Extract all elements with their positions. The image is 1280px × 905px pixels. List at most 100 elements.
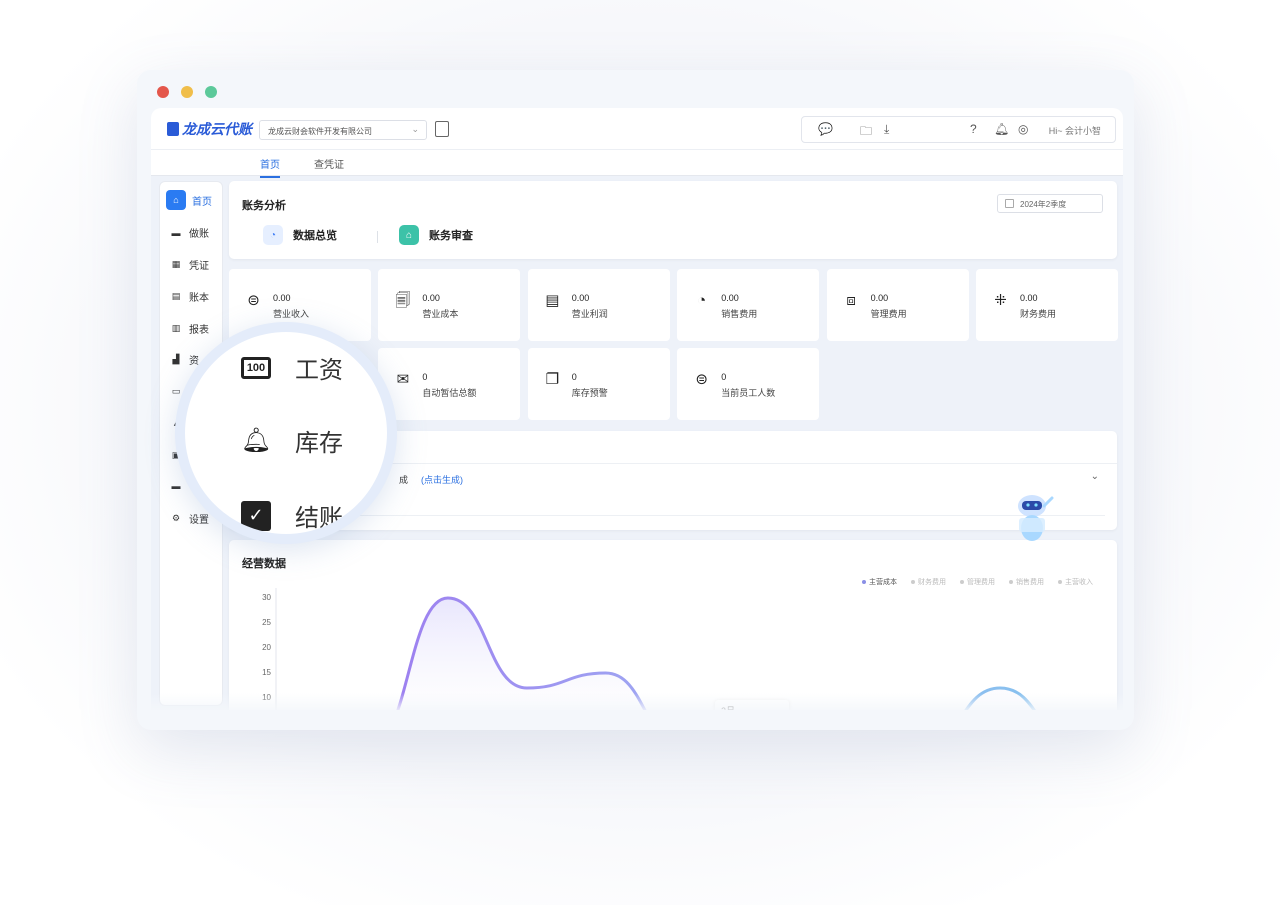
company-select[interactable]: 龙成云财会软件开发有限公司 ⌄ <box>259 120 427 140</box>
download-icon[interactable]: ⤓ <box>884 122 890 136</box>
blocks-icon: ⧈ <box>846 292 856 309</box>
gear-icon: ⚙ <box>171 513 181 523</box>
metric-value: 0 <box>571 372 577 382</box>
legend-label: 管理费用 <box>967 579 995 586</box>
sidebar-item-label: 资 <box>189 356 199 367</box>
toolbar-group: 💬 🗀 ⤓ ? 🔔︎ ◎ Hi~ 会计小智 <box>801 116 1116 143</box>
segment-label: 数据总览 <box>293 230 337 242</box>
company-select-value: 龙成云财会软件开发有限公司 <box>268 127 372 136</box>
metric-label: 当前员工人数 <box>721 388 776 398</box>
sidebar-item-home[interactable]: ⌂ 首页 <box>166 190 212 210</box>
grid-icon: ▦ <box>171 259 181 269</box>
sidebar-item-reports[interactable]: ▥ 报表 <box>169 321 209 336</box>
metric-card[interactable]: ⧈ 0.00 管理费用 <box>826 269 969 341</box>
tab-home[interactable]: 首页 <box>260 156 280 178</box>
series-line-main-cost <box>396 596 1037 710</box>
sidebar-item-archive[interactable]: ▬ <box>169 479 183 493</box>
metric-card[interactable]: ◔ 0.00 销售费用 <box>677 269 820 341</box>
legend-item[interactable]: 财务费用 <box>911 577 946 587</box>
sidebar-item-label: 凭证 <box>189 261 209 272</box>
sidebar-item-closing[interactable]: ▣ <box>169 448 183 462</box>
sidebar-item-assets[interactable]: ▟ 资 <box>169 352 199 367</box>
sidebar-item-label: 设置 <box>189 515 209 526</box>
metric-card[interactable]: ⁜ 0.00 财务费用 <box>976 269 1118 341</box>
help-icon[interactable]: ? <box>970 122 977 136</box>
segment-review[interactable]: ⌂ 账务审查 <box>399 225 473 245</box>
legend-bullet <box>960 580 964 584</box>
assistant-robot-icon[interactable] <box>1010 492 1054 546</box>
line-chart <box>275 588 1037 710</box>
legend-label: 财务费用 <box>918 579 946 586</box>
sheet-icon: ▤ <box>545 292 560 309</box>
date-range-value: 2024年2季度 <box>1020 200 1067 209</box>
tab-bar: 首页 查凭证 <box>151 150 1123 178</box>
legend-bullet <box>1058 580 1062 584</box>
legend-item[interactable]: 销售费用 <box>1009 577 1044 587</box>
chevron-down-icon[interactable]: ⌄ <box>1090 471 1099 482</box>
metric-label: 财务费用 <box>1020 309 1057 319</box>
sidebar-item-settings[interactable]: ⚙ 设置 <box>169 511 209 526</box>
close-dot[interactable] <box>157 86 169 98</box>
user-greeting[interactable]: Hi~ 会计小智 <box>1048 126 1101 136</box>
metric-card[interactable]: ⊜ 0 当前员工人数 <box>677 348 820 420</box>
metric-card[interactable]: ❐ 0 库存预警 <box>527 348 670 420</box>
legend-label: 主营成本 <box>869 579 897 586</box>
legend-item[interactable]: 管理费用 <box>960 577 995 587</box>
magnifier-overlay: 100 工资 🔔︎ 库存 ✓ 结账 <box>175 322 397 544</box>
metric-value: 0.00 <box>721 293 739 303</box>
chat-icon[interactable]: 💬 <box>818 122 833 136</box>
chevron-down-icon: ⌄ <box>411 124 419 134</box>
metric-value: 0.00 <box>870 293 889 303</box>
legend-item[interactable]: 主营收入 <box>1058 577 1093 587</box>
legend-item[interactable]: 主营成本 <box>862 577 897 587</box>
archive-icon: ▬ <box>171 481 181 491</box>
minimize-dot[interactable] <box>181 86 193 98</box>
clipboard-icon: ✓ <box>241 500 271 531</box>
mag-item-salary[interactable]: 100 工资 <box>241 350 343 385</box>
user-icon[interactable]: ◎ <box>1018 122 1029 136</box>
database-icon[interactable] <box>435 121 449 137</box>
sidebar-item-label: 首页 <box>192 196 212 208</box>
pie-icon: ◔ <box>697 292 707 309</box>
metric-card[interactable]: 🗐 0.00 营业成本 <box>378 269 521 341</box>
logo-text: 龙成云代账 <box>182 121 252 137</box>
metric-label: 库存预警 <box>571 388 608 398</box>
sidebar-item-label: 报表 <box>189 325 209 336</box>
sidebar-item-ledger[interactable]: ▤ 账本 <box>169 289 209 304</box>
y-tick-label: 20 <box>262 643 271 652</box>
sidebar-item-vouchers[interactable]: ▦ 凭证 <box>169 257 209 272</box>
mag-item-closing[interactable]: ✓ 结账 <box>241 498 343 533</box>
sidebar-item-label: 账本 <box>189 293 209 304</box>
maximize-dot[interactable] <box>205 86 217 98</box>
generate-link[interactable]: (点击生成) <box>421 475 463 485</box>
legend-bullet <box>1009 580 1013 584</box>
ops-title: 经营数据 <box>242 558 286 570</box>
home-icon: ⌂ <box>166 190 186 210</box>
sidebar-item-bookkeeping[interactable]: ▬ 做账 <box>169 225 210 241</box>
tab-vouchers[interactable]: 查凭证 <box>314 160 344 171</box>
divider <box>229 515 1105 516</box>
segment-overview[interactable]: ◔ 数据总览 <box>263 225 337 245</box>
folder-icon[interactable]: 🗀 <box>860 124 873 138</box>
legend-bullet <box>862 580 866 584</box>
metric-value: 0 <box>721 372 727 382</box>
coin-icon: ⊜ <box>247 292 260 309</box>
apps-icon: ⁜ <box>994 292 1007 309</box>
y-tick-label: 25 <box>262 618 271 627</box>
metric-label: 营业利润 <box>571 309 608 319</box>
bell-icon[interactable]: 🔔︎ <box>994 122 1010 136</box>
metric-card[interactable]: ▤ 0.00 营业利润 <box>527 269 670 341</box>
house-icon: ⌂ <box>399 225 419 245</box>
sidebar-item-salary[interactable]: ▭ <box>169 384 183 398</box>
metric-card[interactable]: ✉ 0 自动暂估总额 <box>378 348 521 420</box>
legend-label: 主营收入 <box>1065 579 1093 586</box>
status-text: 成 <box>399 475 409 485</box>
mag-item-inventory[interactable]: 🔔︎ 库存 <box>241 423 343 458</box>
date-range-picker[interactable]: 2024年2季度 <box>997 194 1103 213</box>
metric-value: 0.00 <box>1020 293 1038 303</box>
window-controls <box>157 86 217 98</box>
chart-legend: 主营成本 财务费用 管理费用 销售费用 主营收入 <box>862 577 1093 587</box>
y-tick-label: 15 <box>262 668 271 677</box>
metric-value: 0.00 <box>422 293 440 303</box>
